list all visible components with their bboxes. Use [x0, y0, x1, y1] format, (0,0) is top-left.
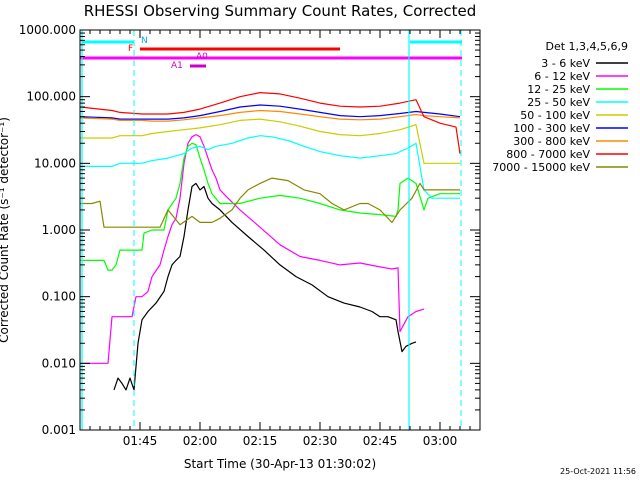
legend-label-1: 6 - 12 keV: [534, 70, 590, 83]
flag-label-a0: A0: [196, 52, 208, 62]
flag-label-n: N: [141, 36, 148, 46]
chart-title: RHESSI Observing Summary Count Rates, Co…: [84, 2, 477, 20]
legend-label-8: 7000 - 15000 keV: [492, 161, 590, 174]
x-axis: 01:45 02:00 02:15 02:30 02:45 03:00: [79, 30, 481, 448]
y-tick-label-6: 1000.000: [19, 23, 76, 37]
series-line-7000-15000-kev: [80, 177, 460, 228]
date-stamp: 25-Oct-2021 11:56: [560, 467, 636, 476]
series-line-800-7000-kev: [79, 91, 461, 154]
series-line-3-6-kev: [113, 182, 417, 391]
flag-label-a1: A1: [171, 61, 183, 71]
legend-label-3: 25 - 50 keV: [527, 96, 590, 109]
legend-title: Det 1,3,4,5,6,9: [545, 40, 628, 53]
legend-label-5: 100 - 300 keV: [513, 122, 590, 135]
y-tick-label-2: 0.100: [42, 290, 76, 304]
boundary-lines: [81, 30, 462, 430]
y-tick-label-0: 0.001: [42, 423, 76, 437]
legend-label-6: 300 - 800 keV: [513, 135, 590, 148]
flag-label-f: F: [128, 44, 133, 54]
x-tick-label-0: 01:45: [123, 434, 158, 448]
series-line-100-300-kev: [79, 104, 461, 120]
legend-label-2: 12 - 25 keV: [527, 83, 590, 96]
series-layer: [79, 91, 461, 391]
x-tick-label-1: 02:00: [183, 434, 218, 448]
x-tick-label-3: 02:30: [303, 434, 338, 448]
x-axis-label: Start Time (30-Apr-13 01:30:02): [184, 457, 376, 471]
y-tick-label-1: 0.010: [42, 356, 76, 370]
legend-label-0: 3 - 6 keV: [541, 57, 590, 70]
series-line-300-800-kev: [79, 109, 461, 122]
series-line-50-100-kev: [80, 118, 460, 164]
y-axis: 0.001 0.010 0.100 1.000 10.000 100.000 1000.00…: [19, 23, 480, 437]
y-tick-label-5: 100.000: [26, 90, 76, 104]
x-tick-label-2: 02:15: [243, 434, 278, 448]
series-line-25-50-kev: [80, 135, 460, 199]
series-line-12-25-kev: [80, 142, 460, 271]
y-tick-label-4: 10.000: [34, 156, 76, 170]
legend-label-7: 800 - 7000 keV: [506, 148, 590, 161]
x-tick-label-4: 02:45: [363, 434, 398, 448]
legend-label-4: 50 - 100 keV: [520, 109, 590, 122]
flags-layer: N F A0 A1: [80, 36, 462, 71]
series-line-6-12-kev: [80, 134, 425, 364]
y-axis-label: Corrected Count Rate (s⁻¹ detector⁻¹): [0, 117, 11, 343]
x-tick-label-5: 03:00: [423, 434, 458, 448]
y-tick-label-3: 1.000: [42, 223, 76, 237]
plot-frame: [79, 29, 481, 431]
